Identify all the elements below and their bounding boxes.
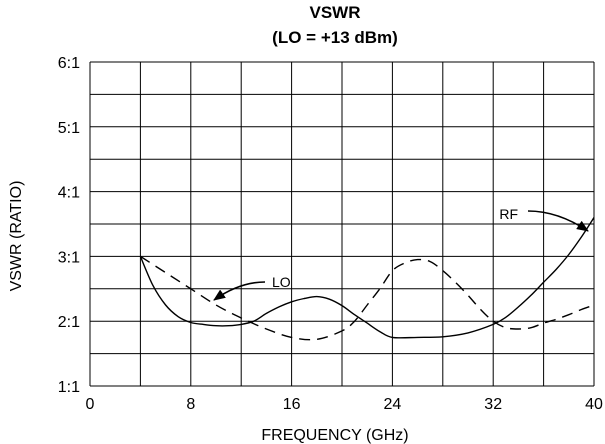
y-tick-label: 5:1 xyxy=(58,120,80,137)
x-tick-label: 16 xyxy=(283,396,301,413)
y-tick-label: 3:1 xyxy=(58,249,80,266)
annotation-arrow-rf xyxy=(527,210,589,232)
y-tick-label: 1:1 xyxy=(58,379,80,396)
chart-title: VSWR xyxy=(310,3,361,22)
annotation-label-rf: RF xyxy=(499,206,518,222)
chart-subtitle: (LO = +13 dBm) xyxy=(272,28,398,47)
x-tick-label: 0 xyxy=(86,396,95,413)
series-line-lo xyxy=(140,255,595,341)
annotation-label-lo: LO xyxy=(272,274,291,290)
x-tick-label: 24 xyxy=(384,396,402,413)
series-lines xyxy=(139,217,595,341)
x-tick-label: 32 xyxy=(484,396,502,413)
grid xyxy=(89,61,595,387)
x-tick-label: 8 xyxy=(186,396,195,413)
annotations: LO RF xyxy=(213,206,589,301)
series-line-rf xyxy=(139,217,595,339)
annotation-arrow-lo xyxy=(213,281,266,301)
y-tick-label: 4:1 xyxy=(58,185,80,202)
y-tick-label: 2:1 xyxy=(58,314,80,331)
y-axis-label: VSWR (RATIO) xyxy=(8,181,25,292)
y-tick-label: 6:1 xyxy=(58,55,80,72)
x-tick-label: 40 xyxy=(585,396,603,413)
tick-labels: 0 8 16 24 32 40 1:1 2:1 3:1 4:1 5:1 6:1 xyxy=(58,55,603,413)
x-axis-label: FREQUENCY (GHz) xyxy=(261,427,408,444)
